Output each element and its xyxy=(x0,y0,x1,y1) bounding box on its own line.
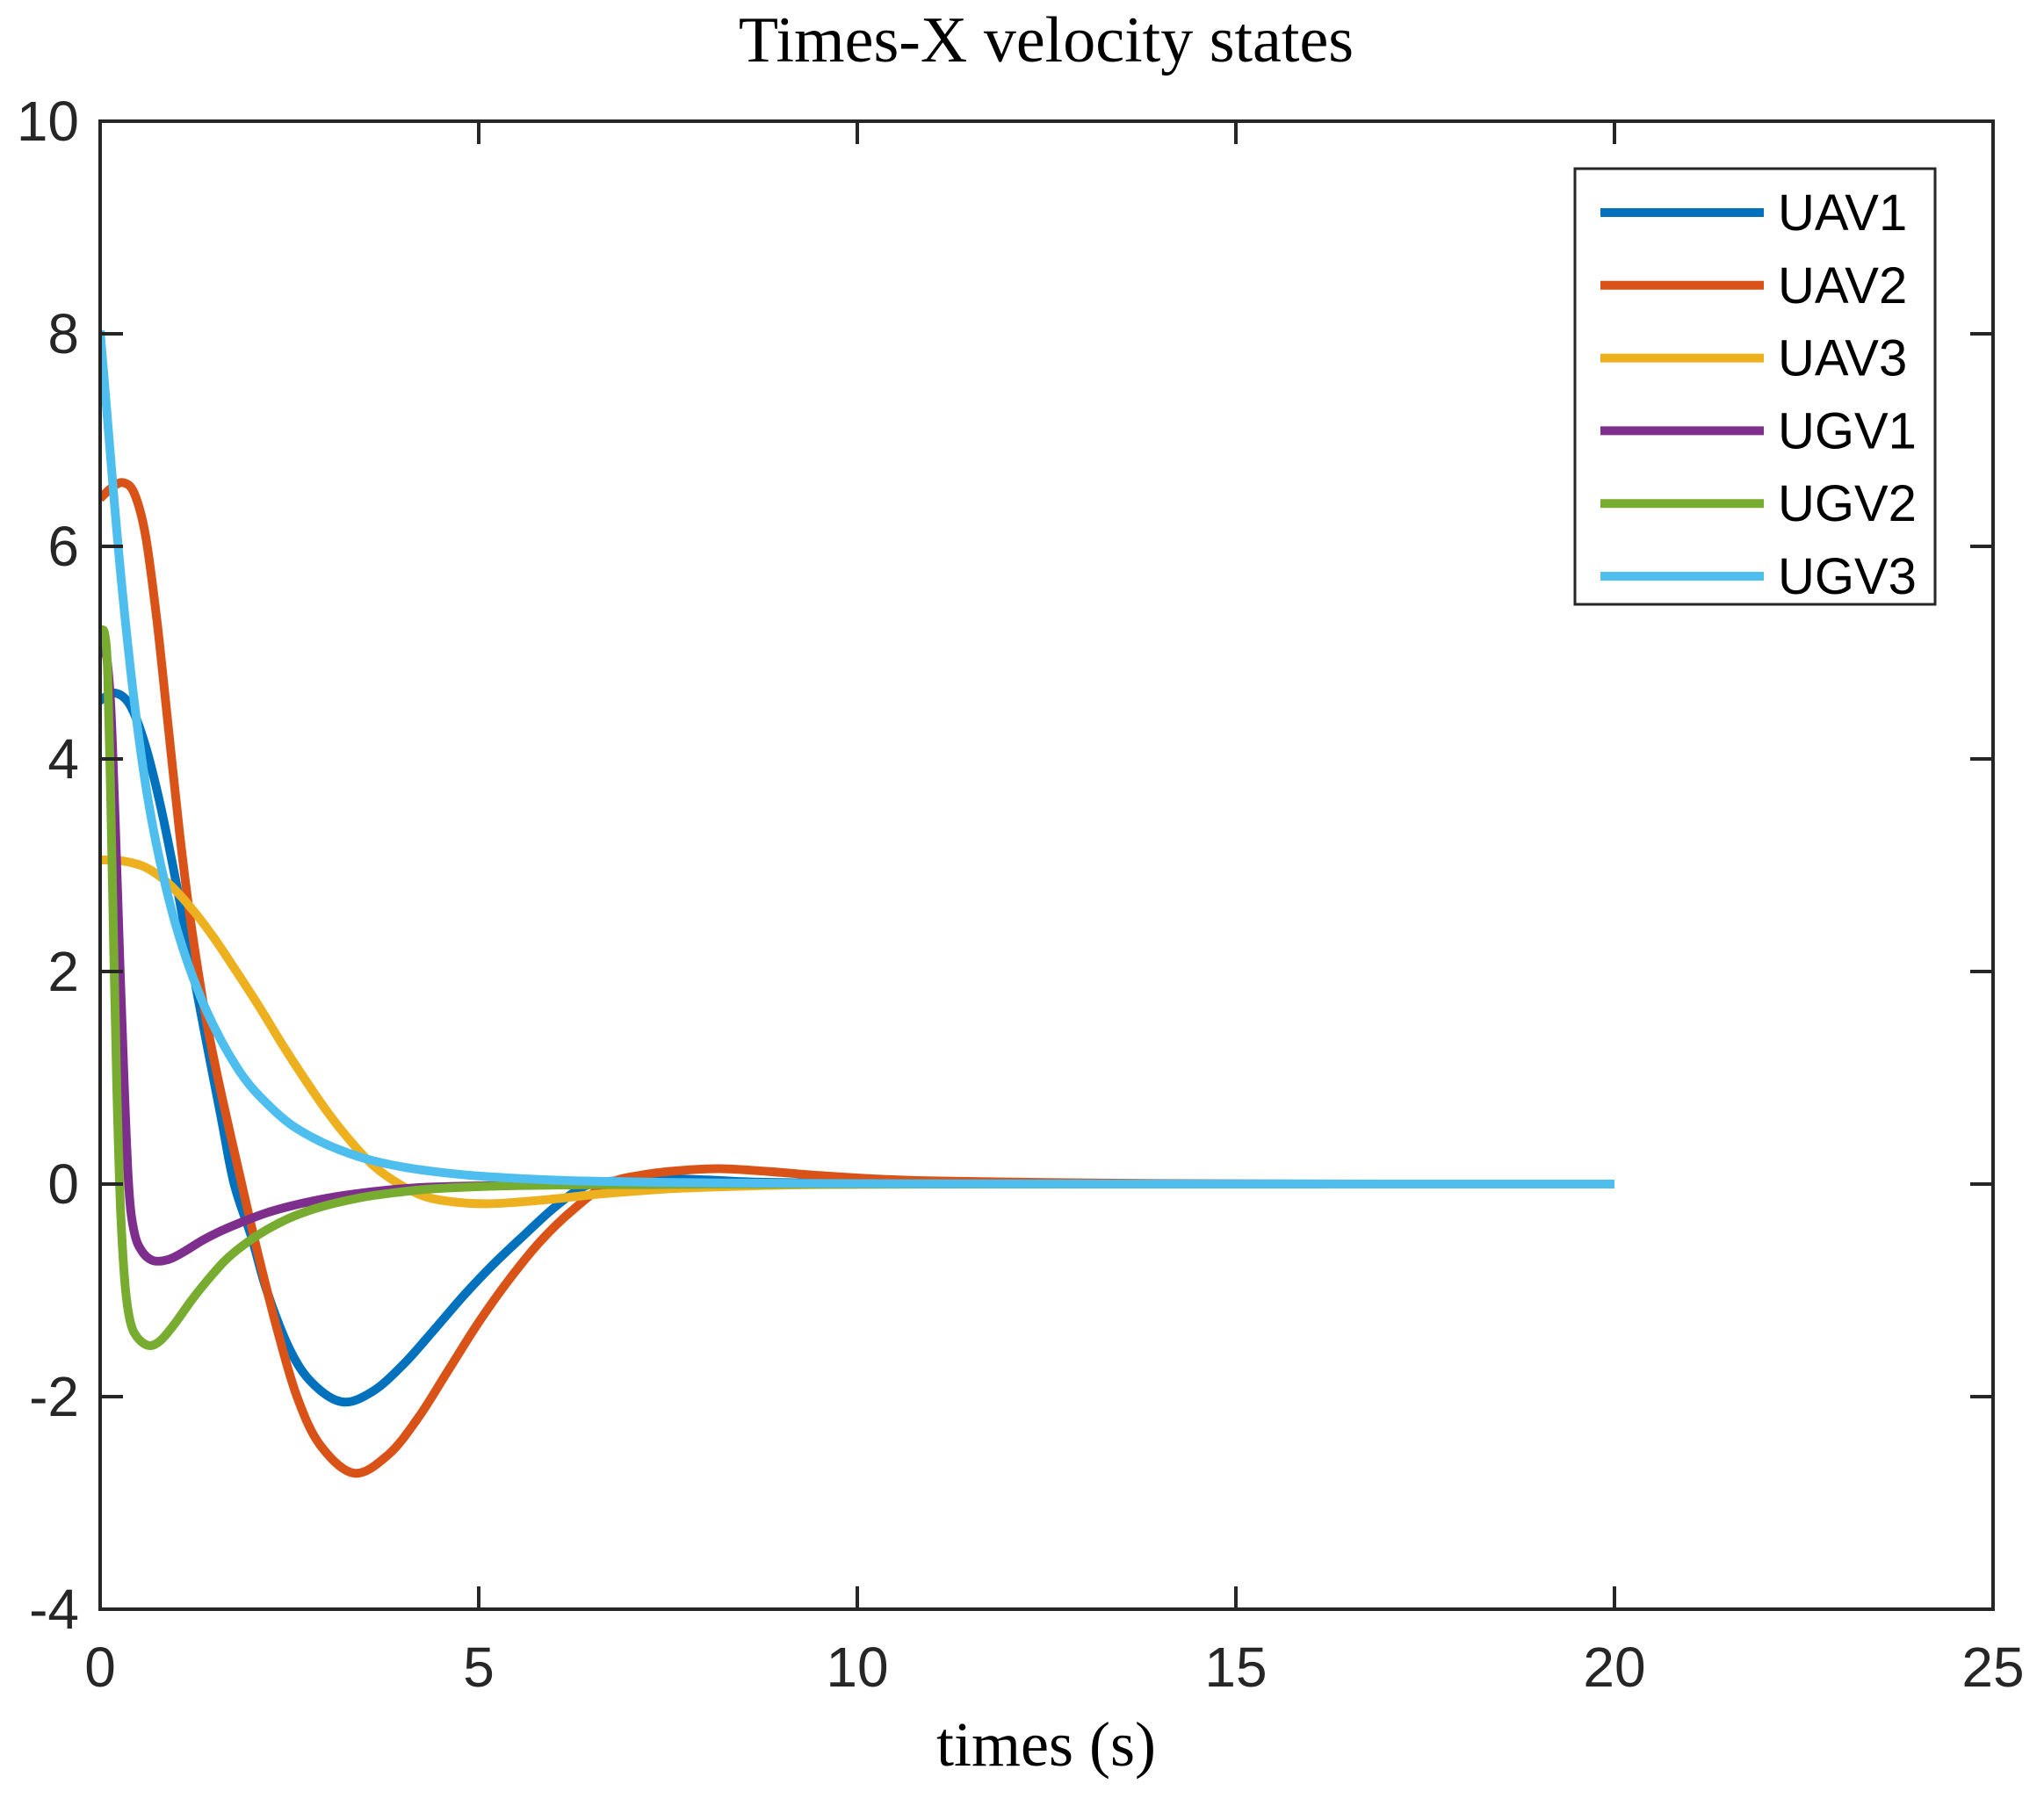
legend-item-label: UAV1 xyxy=(1778,184,1907,242)
y-tick-label: 8 xyxy=(47,302,79,365)
x-tick-label: 25 xyxy=(1961,1636,2024,1699)
y-tick-label: 10 xyxy=(17,90,79,153)
x-tick-label: 5 xyxy=(463,1636,495,1699)
series-line-UGV1 xyxy=(100,646,1614,1266)
legend-item-label: UGV3 xyxy=(1778,548,1917,605)
legend-item-label: UGV1 xyxy=(1778,402,1917,459)
legend-item-UAV2: UAV2 xyxy=(1600,257,1907,314)
series-line-UAV1 xyxy=(100,688,1614,1407)
legend-item-UGV1: UGV1 xyxy=(1600,402,1917,459)
legend-item-UGV3: UGV3 xyxy=(1600,548,1917,605)
series-line-UGV3 xyxy=(100,329,1614,1189)
x-tick-label: 10 xyxy=(826,1636,888,1699)
legend-item-label: UGV2 xyxy=(1778,475,1917,532)
legend-item-UAV3: UAV3 xyxy=(1600,330,1907,387)
y-tick-label: 4 xyxy=(47,727,79,791)
legend-item-UAV1: UAV1 xyxy=(1600,184,1907,242)
y-tick-label: -2 xyxy=(29,1365,79,1428)
legend: UAV1 UAV2 UAV3 UGV1 UGV2 UGV3 xyxy=(1573,167,1937,606)
series-lines xyxy=(100,329,1615,1478)
series-line-UAV3 xyxy=(100,856,1614,1209)
legend-item-label: UAV2 xyxy=(1778,257,1907,314)
y-tick-label: 0 xyxy=(47,1152,79,1216)
axes-frame: 0 5 10 15 20 25 -4 -2 0 2 4 6 8 10 xyxy=(17,90,2025,1699)
y-tick-label: -4 xyxy=(29,1578,79,1641)
x-tick-label: 0 xyxy=(84,1636,116,1699)
legend-item-label: UAV3 xyxy=(1778,330,1907,387)
x-tick-label: 20 xyxy=(1583,1636,1645,1699)
chart-title: Times-X velocity states xyxy=(739,4,1354,76)
x-axis-label: times (s) xyxy=(936,1709,1156,1780)
plot-area: 0 5 10 15 20 25 -4 -2 0 2 4 6 8 10 UAV1 UAV2 UAV3 UGV1 UGV… xyxy=(17,90,2025,1699)
legend-item-UGV2: UGV2 xyxy=(1600,475,1917,532)
series-line-UAV2 xyxy=(100,478,1615,1478)
y-tick-label: 2 xyxy=(47,940,79,1003)
y-tick-label: 6 xyxy=(47,515,79,578)
x-tick-label: 15 xyxy=(1204,1636,1267,1699)
series-line-UGV2 xyxy=(100,625,1614,1350)
